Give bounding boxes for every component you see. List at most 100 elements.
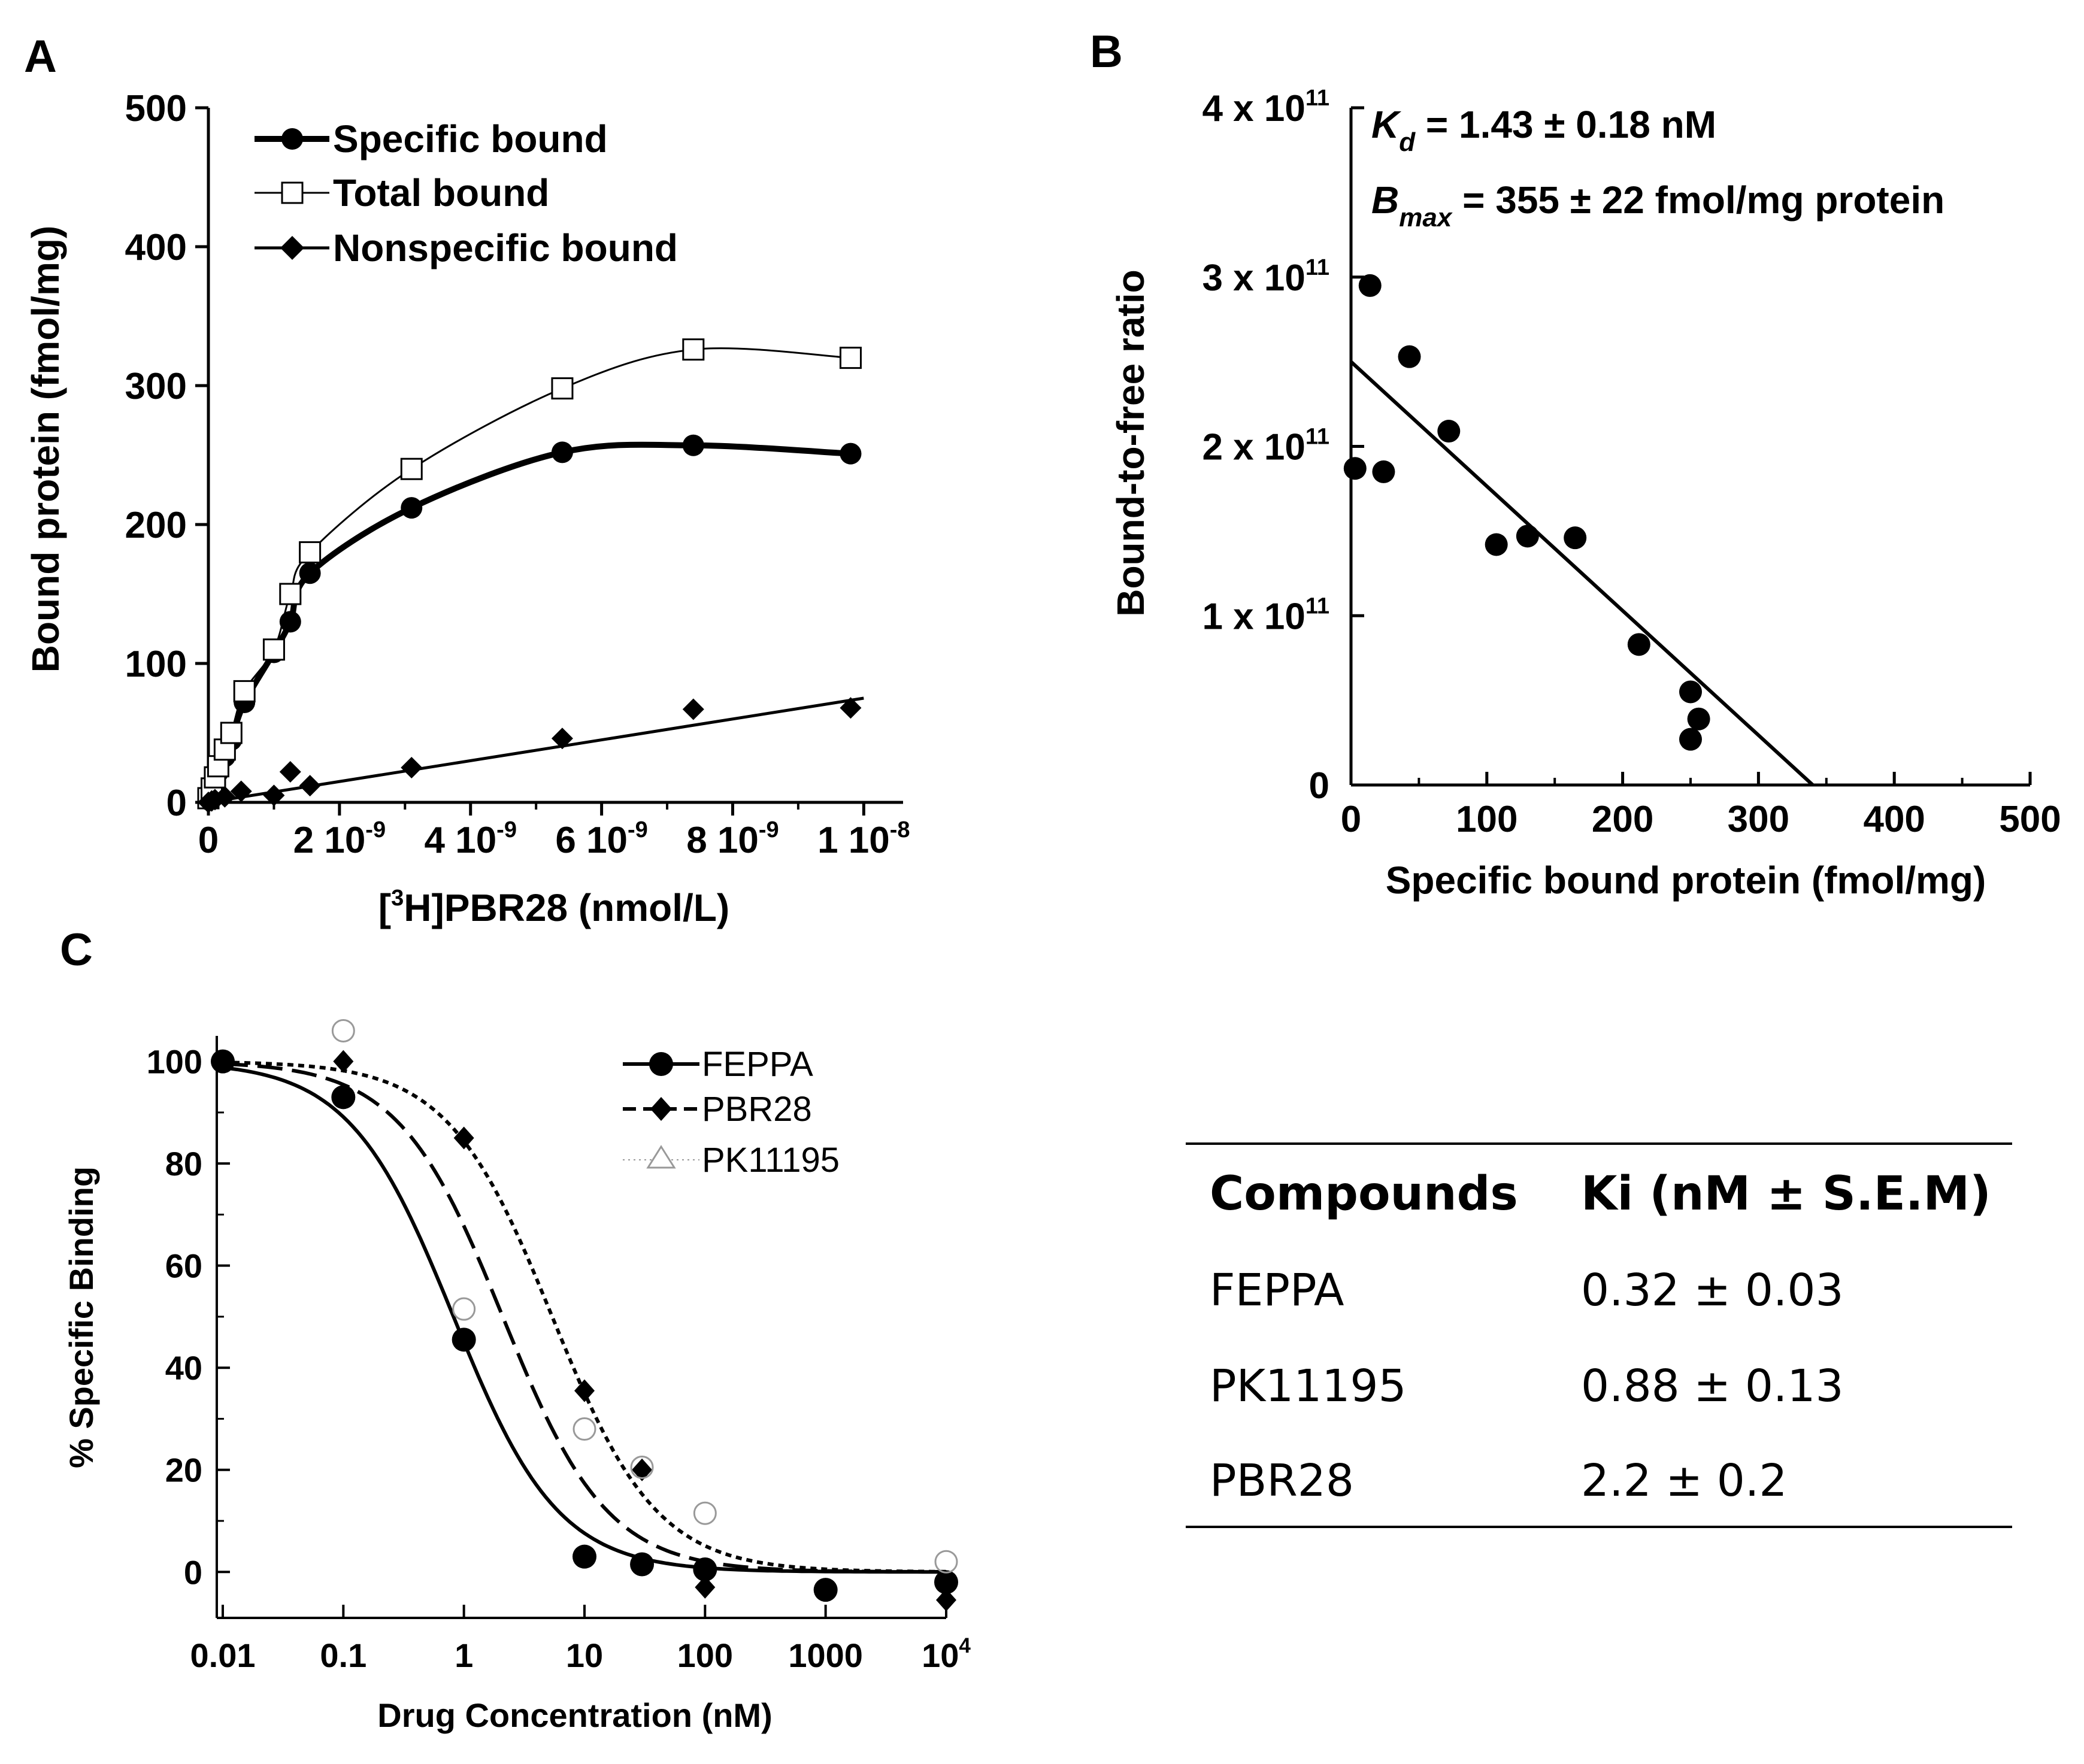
panel-a-y-ticks: 0 100 200 300 400 500	[125, 88, 208, 824]
table-row-3-compound: PBR28	[1210, 1455, 1354, 1507]
specific-bound-point	[299, 562, 321, 584]
b-xtick-label: 100	[1456, 799, 1517, 840]
feppa-fit-curve	[222, 1065, 946, 1574]
specific-bound-point	[840, 442, 862, 465]
legend-total-marker	[281, 181, 304, 204]
scatchard-point	[1398, 345, 1421, 368]
b-ytick-label: 1 x 1011	[1202, 593, 1329, 637]
legend-pbr28-marker	[650, 1097, 672, 1121]
feppa-point	[693, 1557, 717, 1581]
legend-specific-marker	[281, 128, 303, 150]
specific-bound-line	[205, 441, 851, 801]
nonspecific-bound-point	[682, 698, 704, 720]
c-ytick-label: 20	[165, 1451, 202, 1489]
c-ytick-label: 80	[165, 1145, 202, 1183]
scatchard-point	[1564, 526, 1587, 550]
a-xtick-label: 8 10-9	[686, 817, 779, 861]
a-xtick-label: 1 10-8	[817, 817, 910, 861]
panel-c: C 0 20 40 60 80 100 0.01 0.1 1 10 100 1000 104 % Sp…	[60, 925, 971, 1734]
scatchard-point	[1516, 525, 1539, 548]
c-ytick-label: 0	[184, 1553, 202, 1591]
legend-pk11195-label: PK11195	[702, 1141, 840, 1180]
c-xtick-label: 10	[566, 1636, 603, 1674]
panel-b-x-ticks: 0 100 200 300 400 500	[1341, 772, 2061, 840]
a-ytick-label: 300	[125, 366, 187, 407]
table-header-ki: Ki (nM ± S.E.M)	[1581, 1167, 1991, 1221]
c-xtick-label: 1000	[788, 1636, 863, 1674]
panel-label-c: C	[60, 925, 93, 975]
panel-b-points	[1343, 274, 1815, 787]
scatchard-point	[1372, 460, 1395, 483]
c-ytick-label: 100	[147, 1043, 202, 1081]
panel-c-x-axis-label: Drug Concentration (nM)	[377, 1696, 772, 1734]
c-xtick-label: 104	[922, 1634, 971, 1674]
pk11195-point	[934, 1550, 958, 1574]
panel-c-x-ticks: 0.01 0.1 1 10 100 1000 104	[190, 1605, 971, 1674]
a-ytick-label: 0	[166, 783, 187, 824]
feppa-point	[813, 1578, 838, 1602]
b-ytick-label: 4 x 1011	[1202, 86, 1329, 129]
pk11195-point	[452, 1297, 476, 1321]
scatchard-point	[1437, 420, 1461, 443]
total-bound-point	[551, 377, 574, 400]
scatchard-point	[1687, 707, 1710, 731]
b-ytick-label: 2 x 1011	[1202, 425, 1329, 468]
b-xtick-label: 0	[1341, 799, 1361, 840]
nonspecific-bound-point	[840, 697, 862, 719]
panel-a-x-ticks: 0 2 10-9 4 10-9 6 10-9 8 10-9 1 10-8	[198, 802, 910, 861]
scatchard-point	[1679, 728, 1702, 751]
pk11195-point	[573, 1417, 596, 1441]
b-xtick-label: 400	[1863, 799, 1925, 840]
a-xtick-label: 2 10-9	[293, 817, 386, 861]
ki-table: Compounds Ki (nM ± S.E.M) FEPPA 0.32 ± 0…	[1186, 1142, 2012, 1528]
legend-pbr28-label: PBR28	[702, 1090, 812, 1129]
legend-nonspecific-marker	[280, 236, 304, 260]
table-row-1-compound: FEPPA	[1210, 1265, 1344, 1316]
table-row-1-ki: 0.32 ± 0.03	[1581, 1265, 1844, 1316]
feppa-point	[452, 1327, 476, 1352]
pk11195-point	[693, 1501, 717, 1525]
pk11195-point	[331, 1019, 355, 1042]
legend-nonspecific-label: Nonspecific bound	[333, 226, 678, 269]
pbr28-point	[936, 1589, 956, 1612]
nonspecific-bound-point	[299, 775, 321, 797]
pbr28-fit-curve	[222, 1060, 946, 1574]
scatchard-point	[1627, 633, 1650, 656]
scatchard-fit-line	[1349, 360, 1815, 787]
c-xtick-label: 0.1	[320, 1636, 366, 1674]
c-xtick-label: 100	[677, 1636, 733, 1674]
pbr28-point	[213, 1050, 233, 1073]
pbr28-point	[333, 1050, 354, 1073]
total-bound-point	[400, 457, 423, 480]
panel-c-y-axis-label: % Specific Binding	[62, 1166, 100, 1468]
bmax-annotation: Bmax = 355 ± 22 fmol/mg protein	[1371, 178, 1944, 232]
pbr28-point	[632, 1458, 653, 1481]
table-row-2-compound: PK11195	[1210, 1360, 1407, 1412]
total-bound-point	[220, 722, 243, 744]
scatchard-point	[1679, 680, 1702, 704]
panel-b-y-axis-label: Bound-to-free ratio	[1109, 269, 1152, 617]
specific-bound-point	[551, 441, 573, 463]
a-xtick-label: 6 10-9	[555, 817, 647, 861]
specific-bound-point	[682, 434, 704, 456]
panel-c-series	[211, 1019, 958, 1612]
panel-b-x-axis-label: Specific bound protein (fmol/mg)	[1386, 859, 1986, 902]
pbr28-point	[695, 1575, 716, 1599]
b-ytick-label: 3 x 1011	[1202, 255, 1329, 299]
total-bound-point	[839, 347, 862, 369]
panel-b-y-ticks: 0 1 x 1011 2 x 1011 3 x 1011 4 x 1011	[1202, 86, 1364, 807]
nonspecific-bound-point	[263, 784, 285, 807]
legend-total-label: Total bound	[333, 171, 549, 214]
panel-label-a: A	[24, 31, 57, 82]
legend-specific-label: Specific bound	[333, 117, 608, 160]
feppa-point	[573, 1544, 596, 1569]
table-row-2-ki: 0.88 ± 0.13	[1581, 1360, 1844, 1412]
scatchard-point	[1358, 274, 1382, 297]
total-bound-point	[299, 541, 322, 563]
legend-feppa-marker	[649, 1052, 673, 1076]
nonspecific-bound-point	[214, 786, 236, 808]
b-xtick-label: 500	[1999, 799, 2061, 840]
scatchard-point	[1485, 533, 1508, 556]
panel-c-y-ticks: 0 20 40 60 80 100	[147, 1043, 230, 1591]
